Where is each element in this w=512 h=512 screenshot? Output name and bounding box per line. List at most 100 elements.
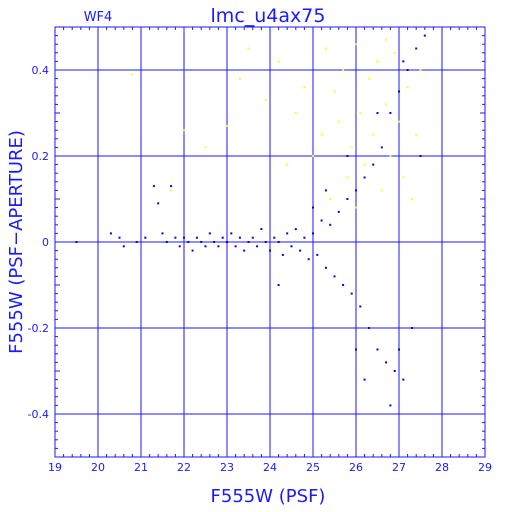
- blue-point: [372, 163, 375, 166]
- yellow-point: [367, 77, 370, 80]
- blue-point: [226, 241, 228, 243]
- blue-point: [230, 232, 233, 235]
- blue-point: [415, 47, 418, 50]
- blue-point: [200, 241, 203, 243]
- blue-point: [238, 236, 241, 239]
- yellow-point: [170, 189, 173, 192]
- blue-point: [135, 241, 138, 243]
- blue-point: [380, 146, 383, 149]
- yellow-point: [363, 163, 366, 166]
- blue-point: [144, 236, 147, 239]
- blue-point: [363, 176, 366, 179]
- x-tick-label: 23: [220, 461, 234, 474]
- blue-point: [294, 228, 297, 231]
- blue-point: [247, 241, 250, 243]
- blue-point: [122, 245, 125, 248]
- blue-point: [204, 245, 207, 248]
- blue-point: [299, 249, 302, 252]
- tick-labels: 19 20 21 22 23 24 25 26 27 28 29 -0.4 -0.2 0 0.2 0.4: [28, 64, 492, 474]
- blue-point: [333, 275, 336, 278]
- blue-point: [402, 378, 405, 381]
- blue-point: [312, 206, 314, 209]
- blue-point: [264, 241, 267, 243]
- y-axis-label: F555W (PSF−APERTURE): [6, 130, 27, 354]
- axis-ticks: [54, 26, 486, 458]
- blue-point: [320, 219, 323, 222]
- blue-point: [410, 327, 413, 329]
- yellow-point: [402, 176, 405, 179]
- y-tick-label: -0.4: [28, 408, 49, 421]
- blue-point: [191, 249, 194, 252]
- yellow-point: [337, 120, 340, 123]
- yellow-point: [226, 124, 228, 127]
- blue-point: [376, 348, 379, 351]
- blue-point: [256, 245, 259, 248]
- blue-point: [389, 404, 392, 407]
- blue-point: [355, 189, 357, 192]
- blue-point: [75, 241, 78, 243]
- x-tick-label: 22: [177, 461, 191, 474]
- blue-point: [234, 245, 237, 248]
- yellow-point: [247, 47, 250, 50]
- blue-point: [367, 327, 370, 329]
- yellow-point: [238, 77, 241, 80]
- y-tick-label: 0: [42, 236, 49, 249]
- blue-point: [393, 370, 396, 372]
- yellow-point: [415, 133, 418, 136]
- y-tick-label: -0.2: [28, 322, 49, 335]
- blue-point: [376, 112, 379, 114]
- blue-point: [406, 69, 409, 71]
- blue-point: [342, 284, 345, 286]
- blue-point: [346, 155, 349, 157]
- yellow-point: [277, 60, 280, 63]
- blue-point: [109, 232, 112, 235]
- blue-point: [346, 198, 349, 200]
- yellow-point: [398, 120, 400, 123]
- blue-point: [221, 236, 224, 239]
- yellow-point: [406, 86, 409, 89]
- yellow-point: [320, 133, 323, 136]
- blue-point: [286, 232, 289, 235]
- blue-point: [243, 249, 246, 252]
- blue-point: [290, 245, 293, 248]
- x-tick-label: 21: [134, 461, 148, 474]
- blue-point: [217, 245, 220, 248]
- yellow-point: [376, 60, 379, 63]
- yellow-point: [312, 155, 314, 157]
- blue-point: [312, 232, 314, 235]
- blue-point: [423, 34, 426, 37]
- yellow-point: [342, 69, 345, 71]
- yellow-point: [355, 43, 357, 46]
- x-tick-label: 19: [48, 461, 62, 474]
- yellow-point: [294, 112, 297, 114]
- y-tick-label: 0.2: [32, 150, 50, 163]
- blue-point: [195, 236, 198, 239]
- x-tick-label: 29: [478, 461, 492, 474]
- blue-point: [213, 241, 216, 243]
- yellow-point: [355, 206, 357, 209]
- blue-point: [355, 348, 357, 351]
- yellow-point: [350, 146, 353, 149]
- blue-point: [359, 305, 362, 308]
- blue-point: [419, 155, 422, 157]
- blue-point: [260, 228, 263, 231]
- y-tick-label: 0.4: [32, 64, 50, 77]
- blue-point: [277, 284, 280, 286]
- blue-point: [277, 241, 280, 243]
- yellow-point: [131, 73, 134, 76]
- yellow-point: [410, 198, 413, 200]
- blue-point: [152, 185, 155, 188]
- yellow-point: [183, 129, 185, 132]
- blue-point: [398, 90, 400, 93]
- blue-point: [316, 253, 319, 256]
- blue-point: [183, 236, 185, 239]
- yellow-point: [324, 47, 327, 50]
- chart-title: lmc_u4ax75: [211, 5, 326, 27]
- yellow-point: [372, 133, 375, 136]
- blue-point: [157, 202, 160, 205]
- blue-point: [281, 253, 284, 256]
- yellow-point: [346, 176, 349, 179]
- blue-point: [174, 236, 177, 239]
- yellow-point: [303, 86, 306, 89]
